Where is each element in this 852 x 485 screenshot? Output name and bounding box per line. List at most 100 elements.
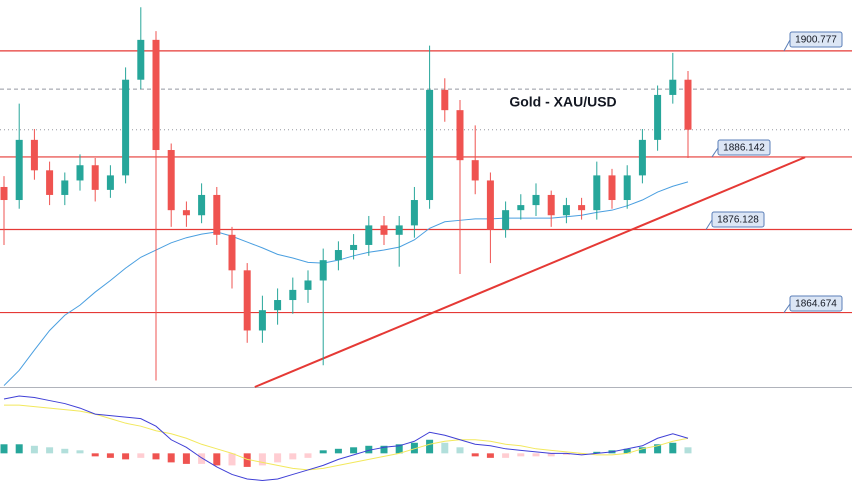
candle-body bbox=[304, 280, 312, 290]
macd-histogram-bar bbox=[486, 453, 494, 458]
macd-histogram-bar bbox=[471, 453, 479, 457]
level-label: 1864.674 bbox=[795, 299, 837, 310]
macd-histogram-bar bbox=[258, 453, 266, 466]
macd-histogram-bar bbox=[578, 453, 586, 455]
candle-body bbox=[562, 205, 570, 216]
candle-body bbox=[15, 139, 23, 201]
level-label-box bbox=[789, 295, 843, 312]
candle-body bbox=[228, 234, 236, 271]
macd-histogram-bar bbox=[106, 453, 114, 458]
candle-body bbox=[334, 250, 342, 261]
macd-histogram-bar bbox=[61, 448, 69, 454]
candle-body bbox=[0, 186, 8, 201]
macd-histogram-bar bbox=[182, 453, 190, 464]
candle-body bbox=[76, 165, 84, 181]
moving-average bbox=[3, 181, 689, 386]
macd-histogram-bar bbox=[334, 448, 342, 454]
macd-histogram-bar bbox=[46, 447, 54, 454]
chart-title: Gold - XAU/USD bbox=[509, 94, 616, 110]
macd-histogram-bar bbox=[122, 453, 130, 460]
macd-histogram-bar bbox=[304, 453, 312, 458]
candle-body bbox=[654, 94, 662, 140]
candle-body bbox=[243, 270, 251, 331]
label-pointer bbox=[783, 303, 791, 313]
trendline bbox=[254, 156, 806, 388]
macd-histogram-bar bbox=[137, 453, 145, 458]
candle-body bbox=[380, 225, 388, 235]
level-label: 1900.777 bbox=[795, 35, 837, 46]
macd-histogram-bar bbox=[15, 444, 23, 454]
candle-body bbox=[578, 205, 586, 211]
candle-body bbox=[182, 210, 190, 216]
candle-body bbox=[152, 39, 160, 151]
macd-histogram-bar bbox=[517, 453, 525, 457]
macd-histogram-bar bbox=[502, 453, 510, 458]
candle-body bbox=[106, 175, 114, 190]
macd-histogram-bar bbox=[684, 447, 692, 454]
macd-histogram-bar bbox=[167, 453, 175, 463]
macd-histogram-bar bbox=[91, 453, 99, 457]
candle-body bbox=[623, 175, 631, 201]
candle-body bbox=[289, 289, 297, 301]
macd-line bbox=[3, 395, 689, 481]
macd-histogram-bar bbox=[623, 448, 631, 454]
macd-histogram-bar bbox=[152, 453, 160, 460]
macd-histogram-bar bbox=[243, 453, 251, 467]
macd-histogram-bar bbox=[441, 442, 449, 454]
macd-histogram-bar bbox=[562, 453, 570, 455]
macd-histogram-bar bbox=[547, 453, 555, 457]
macd-histogram-bar bbox=[654, 444, 662, 454]
candle-body bbox=[426, 89, 434, 201]
macd-histogram-bar bbox=[198, 453, 206, 464]
level-label: 1876.128 bbox=[717, 215, 759, 226]
macd-signal-line bbox=[4, 404, 689, 471]
macd-histogram-bar bbox=[532, 453, 540, 457]
macd-histogram-bar bbox=[76, 450, 84, 454]
candle-body bbox=[350, 244, 358, 251]
candle-body bbox=[167, 150, 175, 211]
candle-body bbox=[502, 210, 510, 230]
macd-histogram-bar bbox=[289, 453, 297, 460]
candle-body bbox=[608, 175, 616, 201]
candle-body bbox=[669, 79, 677, 95]
macd-histogram-bar bbox=[213, 453, 221, 466]
candle-body bbox=[593, 175, 601, 211]
level-label-box bbox=[711, 211, 765, 228]
candle-body bbox=[274, 300, 282, 311]
candle-body bbox=[137, 39, 145, 80]
candle-body bbox=[547, 194, 555, 216]
macd-histogram-bar bbox=[30, 445, 38, 454]
level-label-box bbox=[789, 31, 843, 48]
candle-body bbox=[91, 165, 99, 190]
macd-histogram-bar bbox=[426, 439, 434, 454]
macd-histogram-bar bbox=[410, 442, 418, 454]
macd-histogram-bar bbox=[0, 444, 8, 454]
candle-body bbox=[486, 180, 494, 230]
candle-body bbox=[395, 225, 403, 235]
candle-body bbox=[517, 205, 525, 211]
candle-body bbox=[684, 79, 692, 130]
macd-histogram-bar bbox=[228, 453, 236, 466]
candle-body bbox=[365, 225, 373, 245]
macd-histogram-bar bbox=[365, 445, 373, 454]
label-pointer bbox=[711, 147, 719, 158]
macd-histogram-bar bbox=[380, 445, 388, 454]
candle-body bbox=[471, 160, 479, 181]
candle-body bbox=[638, 139, 646, 176]
candle-body bbox=[258, 310, 266, 331]
macd-histogram-bar bbox=[395, 444, 403, 454]
candle-body bbox=[198, 194, 206, 216]
macd-histogram-bar bbox=[319, 450, 327, 454]
candle-body bbox=[122, 79, 130, 176]
candle-body bbox=[319, 260, 327, 281]
candle-body bbox=[213, 194, 221, 235]
candle-body bbox=[30, 139, 38, 171]
label-pointer bbox=[705, 219, 713, 230]
candle-body bbox=[532, 194, 540, 206]
candle-body bbox=[441, 89, 449, 111]
candle-body bbox=[410, 200, 418, 226]
macd-histogram-bar bbox=[350, 447, 358, 454]
macd-histogram-bar bbox=[274, 453, 282, 463]
level-label-box bbox=[717, 139, 771, 156]
